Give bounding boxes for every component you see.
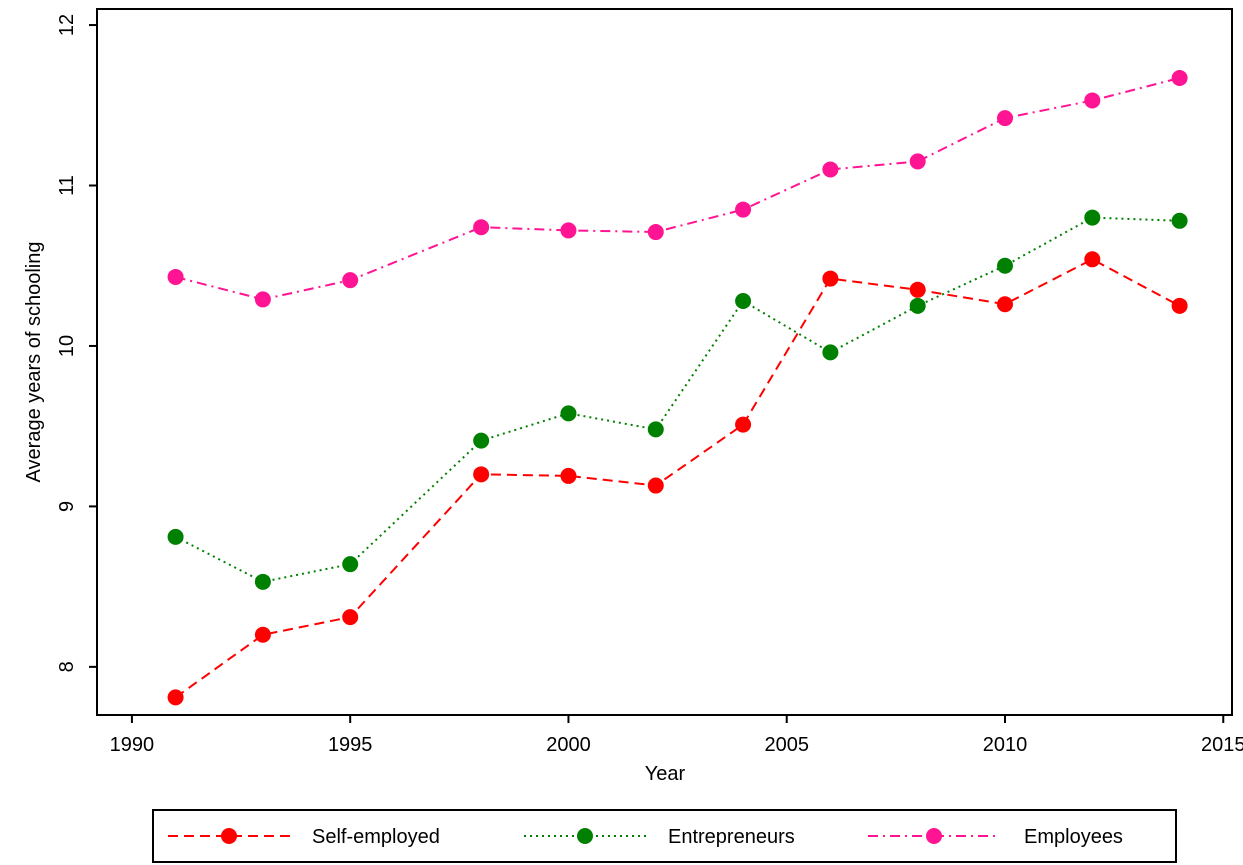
x-tick-label: 1990 (110, 734, 155, 756)
x-tick-label: 2010 (983, 734, 1028, 756)
legend: Self-employed Entrepreneurs Employees (152, 809, 1177, 863)
data-point (1171, 69, 1188, 86)
data-point (822, 344, 839, 361)
legend-marker (577, 828, 593, 844)
data-point (342, 272, 359, 289)
data-point (997, 296, 1013, 313)
data-point (909, 297, 926, 314)
data-point (997, 257, 1013, 274)
data-point (167, 689, 184, 706)
data-point (735, 293, 752, 310)
y-axis-title: Average years of schooling (23, 242, 45, 483)
data-point (342, 609, 359, 626)
data-point (167, 268, 184, 285)
x-tick-label: 2000 (546, 734, 591, 756)
data-point (1171, 212, 1188, 229)
data-point (473, 432, 490, 449)
data-point (909, 281, 926, 298)
series-layer (167, 69, 1188, 706)
data-point (647, 477, 664, 494)
legend-marker (926, 828, 942, 844)
x-axis-title: Year (645, 763, 686, 785)
data-point (822, 270, 839, 287)
legend-box (152, 809, 1177, 863)
data-point (735, 201, 752, 218)
data-point (647, 421, 664, 438)
data-point (909, 153, 926, 170)
legend-label: Self-employed (312, 826, 440, 848)
data-point (997, 110, 1013, 127)
series-line-entrepreneurs (175, 216, 1180, 583)
data-point (822, 161, 839, 178)
legend-label: Entrepreneurs (668, 826, 795, 848)
data-point (647, 224, 664, 241)
data-point (1171, 297, 1188, 314)
plot-frame (96, 8, 1233, 716)
y-tick-label: 8 (56, 661, 78, 672)
data-point (735, 416, 752, 433)
y-tick-label: 9 (56, 501, 78, 512)
data-point (473, 219, 490, 236)
data-point (342, 556, 359, 573)
y-tick-label: 10 (56, 335, 78, 357)
data-point (254, 573, 271, 590)
data-point (167, 528, 184, 545)
x-tick-label: 2015 (1201, 734, 1243, 756)
data-point (1084, 209, 1101, 226)
legend-label: Employees (1024, 826, 1123, 848)
data-point (473, 466, 490, 483)
series-line-employees (175, 77, 1180, 301)
data-point (254, 626, 271, 643)
data-point (1084, 92, 1101, 109)
y-tick-label: 11 (56, 175, 78, 196)
legend-marker (221, 828, 237, 844)
x-axis: 1990 1995 2000 2005 2010 2015 (110, 715, 1243, 756)
y-axis: 8 9 10 11 12 (56, 14, 97, 672)
x-tick-label: 2005 (764, 734, 809, 756)
data-point (254, 291, 271, 308)
x-tick-label: 1995 (328, 734, 373, 756)
data-point (1084, 251, 1101, 268)
data-point (560, 405, 577, 422)
data-point (560, 222, 577, 239)
series-line-self-employed (175, 258, 1181, 699)
y-tick-label: 12 (56, 14, 78, 36)
data-point (560, 467, 577, 484)
